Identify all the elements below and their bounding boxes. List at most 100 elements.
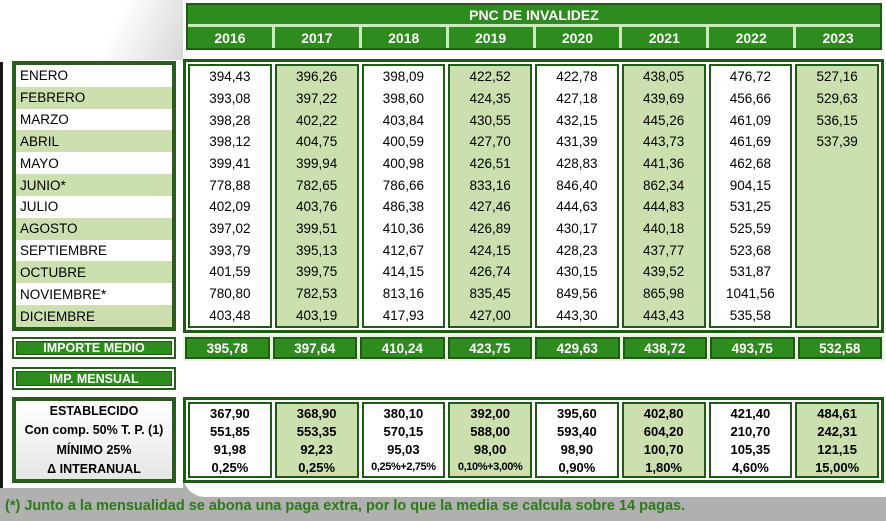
bottom-data-cell: 0,90% [558, 459, 596, 475]
year-column-2021: 438,05 439,69 445,26 443,73 441,36 862,34 444,… [621, 64, 706, 328]
year-header-2018: 2018 [358, 27, 446, 48]
year-header-2020: 2020 [532, 27, 620, 48]
data-cell: 443,73 [642, 134, 685, 150]
month-label-row: MAYO [20, 155, 59, 171]
data-cell: 461,69 [729, 134, 772, 150]
footnote: (*) Junto a la mensualidad se abona una … [5, 498, 686, 514]
bottom-data-cell: 395,60 [556, 405, 597, 421]
data-cell: 782,65 [295, 177, 338, 193]
data-cell: 399,41 [209, 156, 251, 172]
data-cell: 398,12 [209, 134, 251, 150]
bottom-label-row: Δ INTERANUAL [47, 462, 141, 477]
year-header-2016: 2016 [214, 29, 246, 46]
data-cell: 426,74 [469, 264, 511, 280]
month-labels-column: ENERO FEBRERO MARZO ABRIL MAYO JUNIO* JULIO AGO… [12, 61, 176, 331]
year-header-2021: 2021 [619, 27, 706, 48]
data-cell [797, 283, 877, 305]
data-cell: 849,56 [556, 286, 598, 302]
bottom-data-cell: 368,90 [296, 405, 337, 421]
data-cell: 846,40 [556, 177, 598, 193]
data-cell: 437,77 [642, 242, 685, 258]
month-label-row: NOVIEMBRE* [20, 286, 107, 302]
bottom-data-cell: 392,00 [470, 405, 510, 421]
bottom-label-row: ESTABLECIDO [49, 403, 139, 418]
data-cell: 527,16 [816, 69, 858, 85]
data-cell: 525,59 [729, 221, 772, 237]
year-header-2022: 2022 [706, 27, 793, 48]
data-cell: 531,87 [729, 264, 772, 280]
data-cell: 396,26 [295, 69, 338, 85]
page-title: PNC DE INVALIDEZ [188, 5, 880, 27]
importe-medio-cell-2017: 397,64 [272, 337, 357, 359]
data-cell: 441,36 [642, 156, 685, 172]
table-header: PNC DE INVALIDEZ 2016 2017 2018 2019 2020 202… [186, 3, 882, 50]
data-cell [797, 239, 877, 261]
bottom-data-cell: 1,80% [645, 459, 683, 475]
data-cell: 438,05 [642, 69, 685, 85]
data-cell: 398,60 [382, 91, 425, 106]
month-label-row: ABRIL [16, 130, 172, 153]
bottom-data-cell: 95,03 [387, 441, 420, 457]
data-cell: 430,55 [469, 112, 511, 128]
data-cell: 432,15 [556, 112, 598, 128]
data-cell: 529,63 [816, 91, 858, 106]
window-edge [0, 62, 3, 488]
data-cell: 426,89 [469, 221, 511, 237]
year-header-2019: 2019 [445, 27, 533, 48]
bottom-column-2022: 421,40 210,70 105,35 4,60% [708, 402, 793, 478]
year-column-2018: 398,09 398,60 403,84 400,59 400,98 786,66 486,… [361, 64, 446, 328]
importe-medio-label: IMPORTE MEDIO [12, 337, 176, 359]
month-label-row: JULIO [20, 199, 59, 215]
data-cell: 393,08 [209, 91, 251, 106]
data-cell: 402,09 [209, 199, 251, 215]
bottom-column-2021: 402,80 604,20 100,70 1,80% [621, 402, 706, 478]
data-cell: 400,59 [382, 134, 425, 150]
bottom-column-2016: 367,90 551,85 91,98 0,25% [188, 402, 272, 478]
data-cell: 439,52 [642, 264, 685, 280]
data-cell [797, 196, 877, 218]
data-cell: 440,18 [642, 221, 685, 237]
month-label-row: OCTUBRE [16, 261, 172, 284]
data-cell: 430,17 [556, 221, 598, 237]
data-cell: 786,66 [382, 177, 425, 193]
data-cell: 399,94 [295, 156, 338, 172]
bottom-data-cell: 0,25% [298, 459, 336, 475]
data-cell: 400,98 [382, 156, 425, 172]
bottom-data-cell: 553,35 [296, 423, 337, 439]
bottom-data-cell: 98,90 [560, 441, 594, 457]
year-header-2017: 2017 [271, 27, 359, 48]
data-cell: 536,15 [816, 112, 858, 128]
month-label-row: AGOSTO [16, 217, 172, 240]
data-cell: 428,83 [556, 156, 598, 172]
bottom-data-cell: 588,00 [470, 423, 510, 439]
data-cell: 535,58 [729, 307, 772, 323]
bottom-data-cell: 367,90 [209, 405, 250, 421]
bottom-data-cell: 105,35 [730, 441, 771, 457]
data-cell: 398,09 [382, 69, 425, 85]
data-cell: 397,02 [209, 221, 251, 237]
bottom-row-labels: ESTABLECIDO Con comp. 50% T. P. (1) MÍNIMO… [12, 397, 176, 483]
importe-medio-cell-2022: 493,75 [710, 337, 795, 359]
data-cell: 403,48 [209, 307, 251, 323]
bottom-data-cell: 421,40 [730, 405, 771, 421]
data-cell: 403,76 [295, 199, 338, 215]
data-cell [797, 218, 877, 240]
data-cell [797, 153, 877, 175]
data-cell: 865,98 [642, 286, 685, 302]
bottom-data-cell: 98,00 [473, 441, 507, 457]
bottom-data-cell: 242,31 [817, 423, 857, 439]
bottom-data-cell: 91,98 [213, 441, 247, 457]
data-cell: 445,26 [642, 112, 685, 128]
importe-medio-cell-2020: 429,63 [535, 337, 620, 359]
bottom-data-cell: 4,60% [731, 459, 769, 475]
data-cell: 443,30 [556, 307, 598, 323]
data-cell: 422,52 [469, 69, 511, 85]
data-cell: 412,67 [382, 242, 425, 258]
bottom-data-cell: 570,15 [383, 423, 424, 439]
data-cell: 394,43 [209, 69, 251, 85]
month-label-row: DICIEMBRE [16, 305, 172, 327]
year-header-row: 2016 2017 2018 2019 2020 2021 2022 2023 [188, 27, 880, 48]
data-cell: 456,66 [729, 91, 772, 106]
bottom-data-cell: 0,25%+2,75% [371, 461, 436, 473]
data-cell: 427,70 [469, 134, 511, 150]
